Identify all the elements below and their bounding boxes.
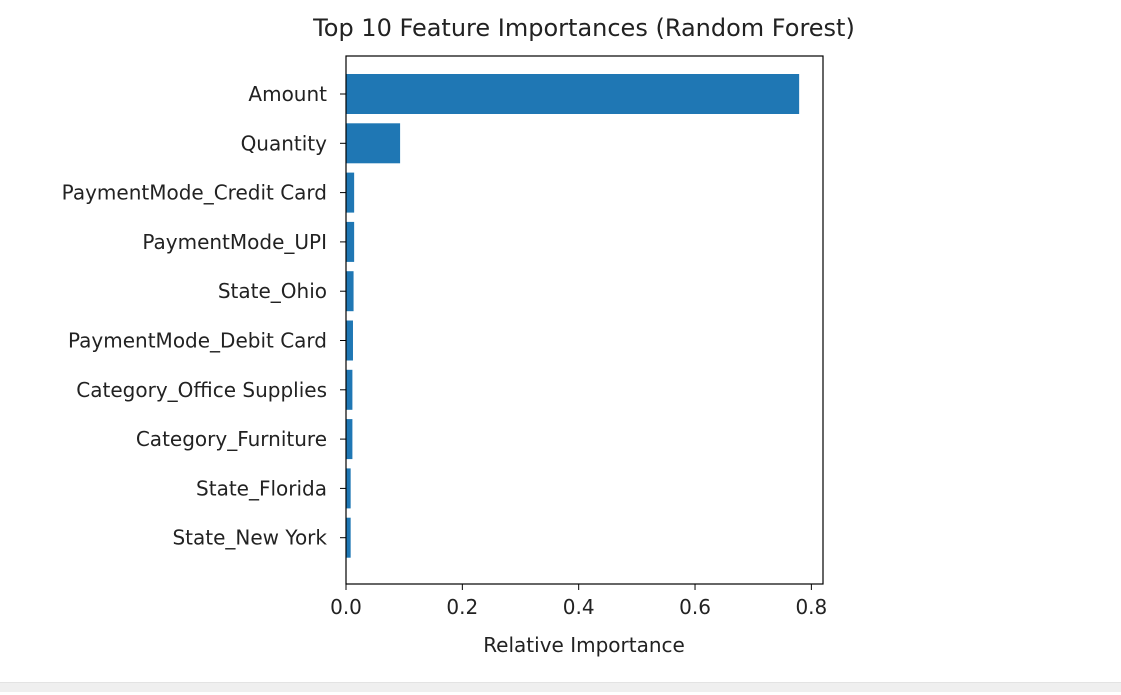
bar	[346, 419, 353, 460]
plot-frame	[345, 55, 824, 585]
y-axis: Amount Quantity PaymentMode_Credit Card Pay…	[62, 82, 346, 550]
y-tick-label: State_Florida	[196, 476, 327, 500]
y-tick-label: Category_Office Supplies	[76, 378, 327, 402]
bar	[346, 221, 355, 262]
x-axis-label: Relative Importance	[483, 633, 685, 657]
output-cell-bottom-border	[0, 682, 1121, 692]
bar	[346, 74, 800, 114]
y-tick-label: Quantity	[241, 131, 328, 155]
x-axis: 0.0 0.2 0.4 0.6 0.8	[330, 584, 827, 619]
y-tick-label: PaymentMode_Credit Card	[62, 181, 327, 205]
bar	[346, 271, 354, 312]
bar	[346, 369, 353, 410]
y-tick-label: Category_Furniture	[136, 427, 327, 451]
chart-title: Top 10 Feature Importances (Random Fores…	[312, 14, 855, 42]
bars-layer	[346, 74, 800, 558]
x-tick-label: 0.2	[446, 595, 478, 619]
y-tick-label: State_New York	[172, 526, 327, 550]
y-tick-label: PaymentMode_Debit Card	[68, 329, 327, 353]
y-tick-label: Amount	[248, 82, 327, 106]
y-tick-label: State_Ohio	[218, 279, 327, 303]
x-tick-label: 0.4	[563, 595, 595, 619]
bar	[346, 320, 353, 361]
bar	[346, 517, 351, 558]
bar	[346, 468, 351, 509]
y-tick-label: PaymentMode_UPI	[142, 230, 327, 254]
bar	[346, 172, 355, 213]
bar	[346, 123, 401, 164]
x-tick-label: 0.8	[795, 595, 827, 619]
x-tick-label: 0.0	[330, 595, 362, 619]
x-tick-label: 0.6	[679, 595, 711, 619]
